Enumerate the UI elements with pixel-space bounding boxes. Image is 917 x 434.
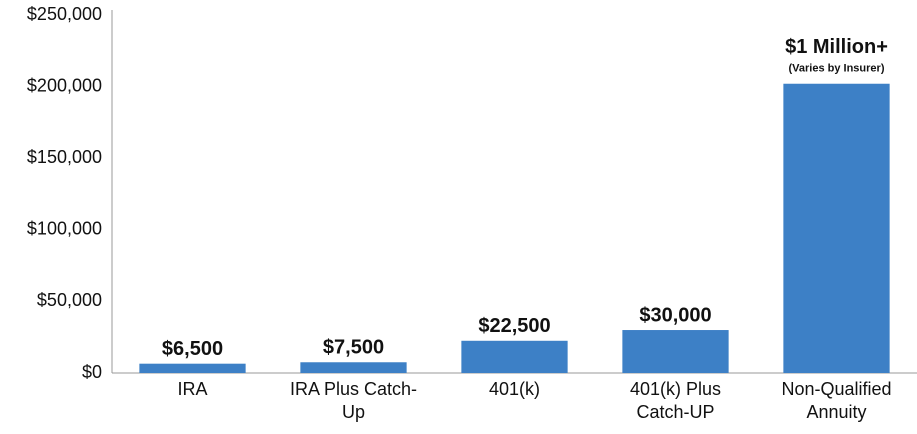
value-label: $22,500 [478,315,550,337]
x-tick-label: IRA Plus Catch-Up [289,379,418,422]
bar [139,363,246,373]
bar [783,83,890,374]
y-tick-label: $0 [82,362,102,382]
y-tick-label: $150,000 [27,147,102,167]
x-tick-label: Non-Qualified Annuity [781,379,892,422]
x-tick-label: 401(k) [488,379,541,399]
bar [622,330,729,373]
value-label: $7,500 [323,337,384,359]
value-label: $30,000 [639,304,711,326]
annotation-sub: (Varies by Insurer) [789,63,885,75]
y-tick-label: $250,000 [27,4,102,24]
annotation: $1 Million+ [785,36,888,58]
x-tick-label: IRA [177,379,208,399]
value-label: $6,500 [162,338,223,360]
y-tick-label: $200,000 [27,75,102,95]
x-tick-label: 401(k) Plus Catch-UP [629,379,722,422]
y-tick-label: $100,000 [27,219,102,239]
bar [300,362,407,373]
bar [461,340,568,373]
y-tick-label: $50,000 [37,290,102,310]
